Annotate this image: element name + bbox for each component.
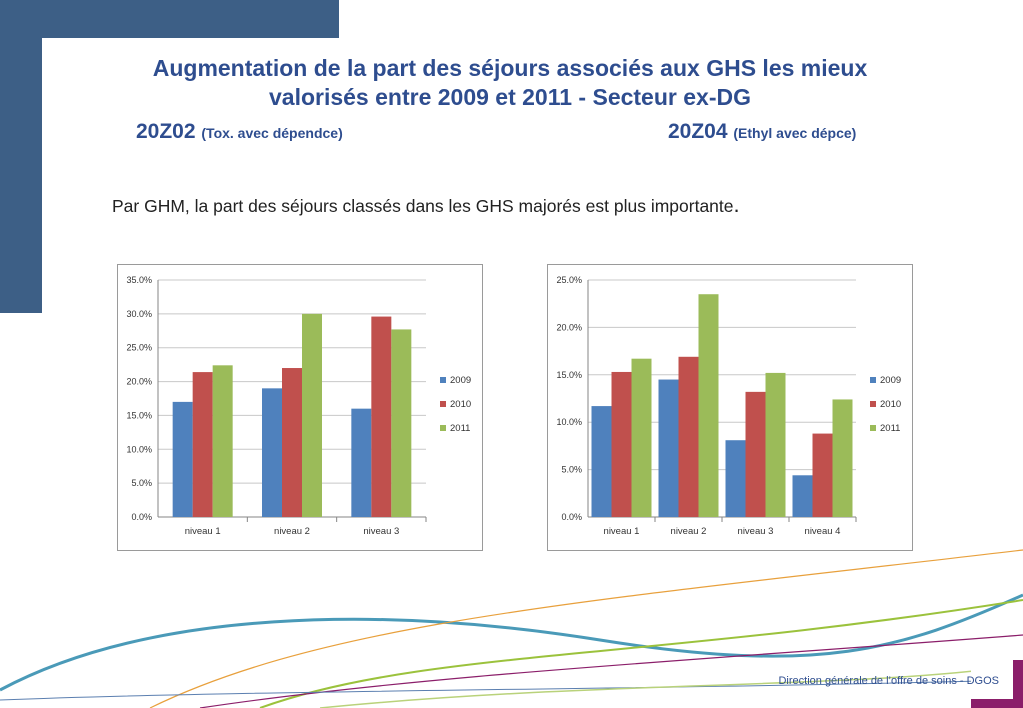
x-tick-label: niveau 1 — [604, 526, 640, 537]
intro-sentence: Par GHM, la part des séjours classés dan… — [112, 196, 734, 216]
y-tick-label: 30.0% — [126, 309, 152, 319]
title-line-2: valorisés entre 2009 et 2011 - Secteur e… — [268, 84, 751, 110]
bar-2011-niveau-3 — [391, 329, 412, 517]
bar-2011-niveau-3 — [765, 372, 786, 517]
footer-accent-inner — [971, 660, 1013, 699]
y-tick-label: 5.0% — [561, 465, 582, 475]
legend-swatch-2011 — [440, 425, 446, 431]
y-tick-label: 0.0% — [561, 512, 582, 522]
legend-label-2010: 2010 — [880, 399, 901, 410]
bar-2009-niveau-1 — [172, 401, 193, 517]
right-desc: (Ethyl avec dépce) — [733, 125, 857, 141]
bar-2011-niveau-1 — [212, 365, 233, 517]
chart-20z02: 0.0% 5.0% 10.0% 15.0% 20.0% 25.0% 30.0% 35.0% ni… — [117, 264, 483, 551]
y-tick-label: 5.0% — [131, 478, 152, 488]
x-tick-label: niveau 2 — [671, 526, 707, 537]
chart-20z04: 0.0% 5.0% 10.0% 15.0% 20.0% 25.0% niveau 1 nive… — [547, 264, 913, 551]
header-banner — [0, 0, 339, 38]
legend-label-2009: 2009 — [450, 375, 471, 386]
legend-swatch-2011 — [870, 425, 876, 431]
bar-2010-niveau-2 — [678, 356, 699, 517]
y-tick-label: 20.0% — [556, 322, 582, 332]
y-tick-label: 0.0% — [131, 512, 152, 522]
bar-2009-niveau-2 — [658, 379, 679, 517]
bar-2011-niveau-2 — [302, 313, 322, 517]
bar-2010-niveau-4 — [812, 433, 833, 517]
legend-swatch-2009 — [440, 377, 446, 383]
page-title: Augmentation de la part des séjours asso… — [60, 54, 960, 112]
legend-swatch-2010 — [870, 401, 876, 407]
x-tick-label: niveau 3 — [363, 526, 399, 537]
intro-text: Par GHM, la part des séjours classés dan… — [112, 192, 740, 218]
bar-2009-niveau-2 — [262, 388, 282, 517]
chart-20z04-svg: 0.0% 5.0% 10.0% 15.0% 20.0% 25.0% niveau 1 nive… — [556, 275, 901, 537]
subtitle-left: 20Z02 (Tox. avec dépendce) — [136, 120, 343, 144]
bar-2010-niveau-3 — [371, 316, 392, 517]
y-tick-label: 25.0% — [126, 343, 152, 353]
subtitle-right: 20Z04 (Ethyl avec dépce) — [668, 120, 856, 144]
bar-2011-niveau-2 — [698, 294, 719, 517]
legend-label-2009: 2009 — [880, 375, 901, 386]
bar-2009-niveau-1 — [591, 406, 612, 517]
bar-2009-niveau-3 — [351, 408, 372, 517]
bar-2011-niveau-1 — [631, 358, 652, 517]
x-tick-label: niveau 1 — [185, 526, 221, 537]
x-tick-label: niveau 2 — [274, 526, 310, 537]
bar-2010-niveau-3 — [745, 391, 766, 517]
y-tick-label: 35.0% — [126, 275, 152, 285]
bar-2010-niveau-2 — [282, 368, 302, 517]
footer-text: Direction générale de l’offre de soins -… — [778, 675, 999, 687]
left-code: 20Z02 — [136, 120, 196, 143]
x-tick-label: niveau 3 — [738, 526, 774, 537]
right-code: 20Z04 — [668, 120, 728, 143]
legend-label-2011: 2011 — [880, 423, 900, 434]
y-tick-label: 10.0% — [556, 417, 582, 427]
decorative-waves — [0, 549, 1023, 708]
y-tick-label: 10.0% — [126, 444, 152, 454]
y-tick-label: 25.0% — [556, 275, 582, 285]
intro-period: . — [733, 192, 740, 217]
bar-2010-niveau-1 — [192, 372, 213, 517]
bar-2011-niveau-4 — [832, 399, 853, 517]
legend-swatch-2010 — [440, 401, 446, 407]
bar-2009-niveau-4 — [792, 475, 813, 517]
x-tick-label: niveau 4 — [805, 526, 841, 537]
legend-label-2010: 2010 — [450, 399, 471, 410]
y-tick-label: 15.0% — [556, 370, 582, 380]
bar-2010-niveau-1 — [611, 371, 632, 517]
y-tick-label: 15.0% — [126, 410, 152, 420]
y-tick-label: 20.0% — [126, 377, 152, 387]
bar-2009-niveau-3 — [725, 440, 746, 517]
legend-label-2011: 2011 — [450, 423, 470, 434]
legend-swatch-2009 — [870, 377, 876, 383]
side-banner — [0, 0, 42, 313]
left-desc: (Tox. avec dépendce) — [201, 125, 343, 141]
title-line-1: Augmentation de la part des séjours asso… — [152, 55, 868, 81]
chart-20z02-svg: 0.0% 5.0% 10.0% 15.0% 20.0% 25.0% 30.0% 35.0% ni… — [126, 275, 471, 537]
